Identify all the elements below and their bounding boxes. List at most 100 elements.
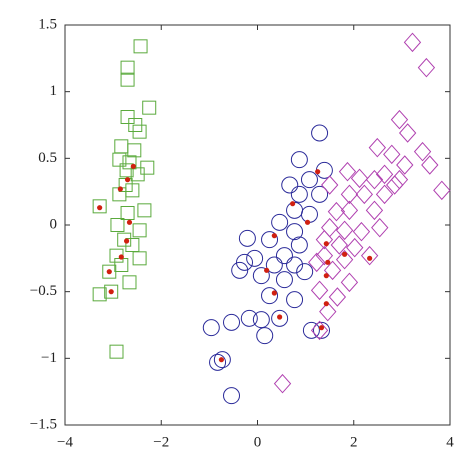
diamond-point [385, 175, 404, 195]
circle-point [238, 229, 256, 247]
diamond-point [383, 144, 401, 165]
circle-point [275, 247, 293, 265]
circle-point [302, 321, 320, 339]
square-point [122, 275, 137, 290]
dot-point [367, 255, 373, 261]
square-point [114, 139, 129, 154]
x-tick-label: 0 [254, 434, 262, 450]
dot-point [342, 251, 348, 257]
x-tick-label: 4 [446, 434, 454, 450]
dot-point [126, 219, 133, 225]
dot-point [304, 219, 311, 225]
dot-point [118, 254, 124, 260]
circle-point [290, 236, 308, 254]
diamond-point [403, 32, 422, 53]
square-point [132, 251, 147, 266]
square-point [102, 264, 117, 279]
circle-point [240, 309, 258, 327]
diamond-point [323, 260, 342, 281]
y-tick-label: −1.5 [30, 416, 57, 432]
diamond-point [338, 161, 357, 182]
circle-point [311, 124, 329, 142]
square-point [130, 167, 145, 182]
diamond-point [390, 169, 409, 190]
diamond-point [310, 320, 329, 341]
y-tick-label: −1 [41, 350, 57, 366]
diamond-point [335, 249, 354, 270]
circle-point [223, 313, 241, 331]
dot-point [290, 201, 296, 207]
square-point [92, 287, 107, 302]
dot-point [108, 289, 114, 295]
circle-point [313, 321, 331, 339]
circle-point [261, 287, 279, 305]
dot-point [323, 273, 329, 279]
dot-point [218, 357, 225, 363]
diamond-point [321, 175, 339, 195]
circle-point [296, 263, 314, 281]
diamond-point [340, 200, 359, 221]
circle-point [311, 185, 329, 203]
x-tick-label: −4 [57, 434, 73, 450]
dot-point [97, 205, 103, 211]
dot-point [124, 177, 131, 183]
circle-point [261, 231, 279, 249]
diamond-point [365, 200, 384, 221]
dot-point [271, 233, 277, 239]
square-point [142, 100, 157, 115]
circle-point [213, 351, 231, 369]
dot-point [106, 269, 112, 275]
square-point [120, 110, 135, 124]
y-tick-label: 0 [50, 216, 58, 232]
dot-point [264, 267, 270, 273]
diamond-point [396, 155, 414, 175]
circle-point [290, 151, 308, 169]
diamond-point [321, 217, 339, 238]
dot-point [318, 325, 325, 331]
circle-point [286, 291, 304, 309]
square-point [117, 232, 132, 247]
dot-point [323, 241, 329, 247]
square-point [125, 238, 140, 252]
square-point [114, 258, 129, 272]
diamond-point [375, 164, 394, 185]
dot-point [277, 314, 283, 320]
diamond-point [346, 237, 364, 258]
dot-point [325, 259, 331, 265]
dot-point [315, 169, 321, 175]
dot-point [323, 301, 329, 307]
circle-point [252, 267, 270, 285]
diamond-point [315, 229, 334, 250]
diamond-point [319, 301, 337, 322]
diamond-point [413, 141, 432, 162]
diamond-point [398, 123, 417, 143]
y-tick-label: −0.5 [30, 283, 57, 299]
square-point [127, 143, 142, 158]
circle-point [246, 249, 264, 267]
diamond-point [315, 245, 334, 266]
circle-point [275, 271, 293, 289]
circle-point [231, 261, 249, 279]
diamond-point [340, 272, 359, 293]
square-point [110, 218, 125, 232]
diamond-point [330, 235, 348, 255]
dot-point [117, 186, 123, 192]
square-point [120, 60, 135, 75]
diamond-point [371, 217, 389, 238]
circle-point [223, 387, 241, 405]
diamond-point [433, 180, 451, 201]
square-point [109, 344, 124, 359]
diamond-point [355, 184, 374, 205]
diamond-point [375, 184, 394, 205]
diamond-point [273, 373, 292, 394]
circle-point [300, 205, 318, 223]
square-point [132, 223, 147, 238]
diamond-point [390, 109, 409, 130]
square-point [120, 206, 135, 220]
circle-point [290, 185, 308, 203]
circle-point [236, 253, 254, 271]
diamond-point [350, 168, 369, 189]
square-point [137, 203, 152, 218]
diamond-point [365, 169, 384, 190]
